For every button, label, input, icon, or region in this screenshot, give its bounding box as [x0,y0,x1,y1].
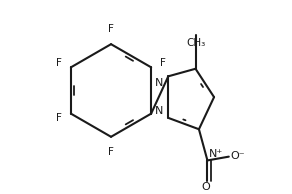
Text: F: F [56,58,62,68]
Text: F: F [56,113,62,123]
Text: F: F [108,24,114,34]
Text: F: F [108,147,114,157]
Text: O: O [201,182,210,192]
Text: N⁺: N⁺ [208,149,223,159]
Text: N: N [155,106,164,116]
Text: CH₃: CH₃ [186,38,205,48]
Text: F: F [160,58,166,68]
Text: N: N [155,78,164,88]
Text: O⁻: O⁻ [231,151,245,161]
